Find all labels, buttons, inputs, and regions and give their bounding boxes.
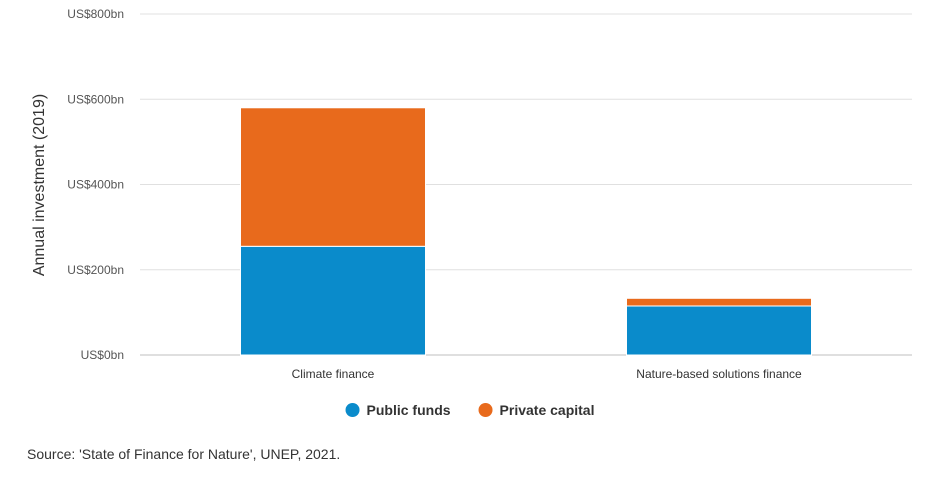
bar-segment[interactable] [626,297,812,307]
x-axis-categories: Climate finance Nature-based solutions fi… [292,367,802,381]
legend: Public funds Private capital [345,402,595,418]
stacked-bar-chart: US$0bn US$200bn US$400bn US$600bn US$800bn C… [31,7,912,418]
x-category-label: Climate finance [292,367,375,381]
y-tick-label: US$600bn [67,92,124,106]
y-axis-ticks: US$0bn US$200bn US$400bn US$600bn US$800bn [67,7,124,362]
legend-item[interactable]: Public funds [345,402,451,418]
legend-label: Public funds [367,402,451,418]
y-tick-label: US$400bn [67,178,124,192]
legend-swatch [478,403,493,417]
x-category-label: Nature-based solutions finance [636,367,802,381]
y-tick-label: US$800bn [67,7,124,21]
bars [240,107,812,356]
legend-swatch [345,403,360,417]
y-axis-title: Annual investment (2019) [31,94,48,276]
bar-segment[interactable] [626,305,812,356]
bar-segment[interactable] [240,245,426,356]
legend-item[interactable]: Private capital [478,402,595,418]
y-tick-label: US$0bn [81,348,124,362]
bar-segment[interactable] [240,107,426,247]
legend-label: Private capital [500,402,595,418]
source-note: Source: 'State of Finance for Nature', U… [27,446,341,462]
y-tick-label: US$200bn [67,263,124,277]
